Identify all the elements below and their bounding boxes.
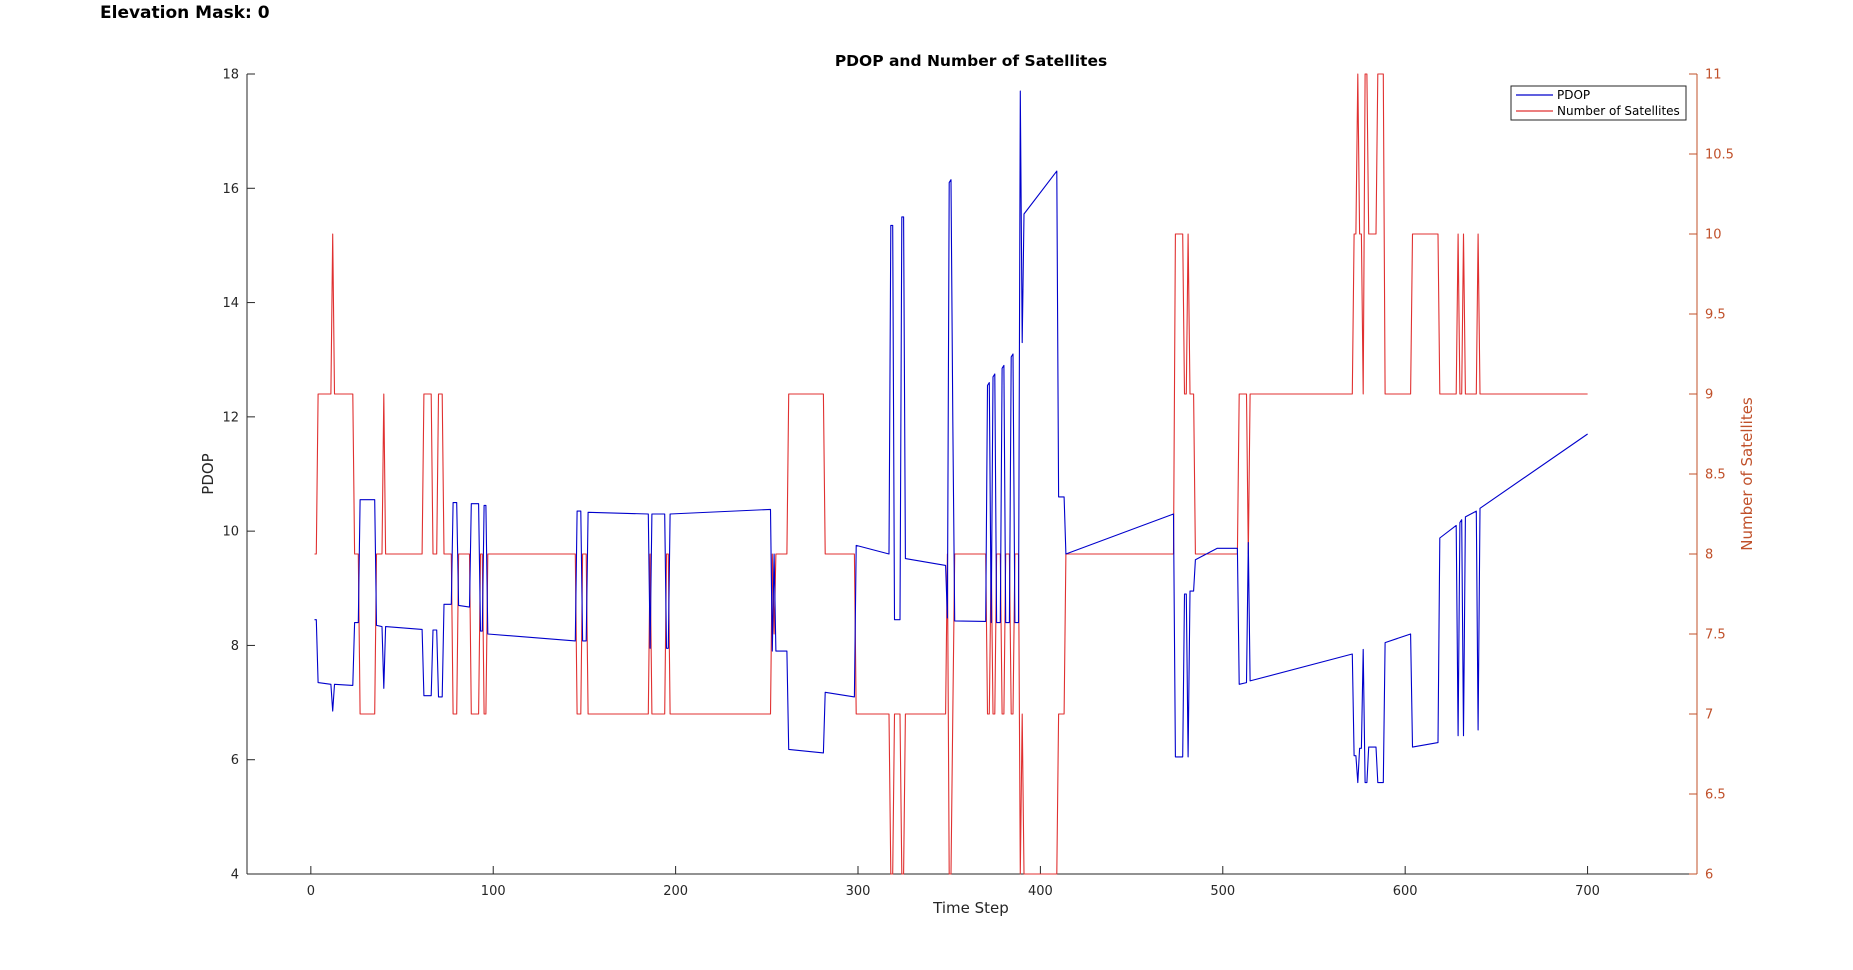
x-tick-label: 500 <box>1210 884 1235 899</box>
y-axis-left: 4 6 8 10 12 14 16 18 <box>222 68 255 883</box>
y-axis-right: 6 6.5 7 7.5 8 8.5 9 9.5 10 10.5 11 <box>1689 68 1734 883</box>
chart-title: PDOP and Number of Satellites <box>835 52 1107 70</box>
x-tick-label: 200 <box>663 884 688 899</box>
right-tick-label: 10.5 <box>1705 148 1734 163</box>
x-axis: 0 100 200 300 400 500 600 700 <box>307 866 1600 899</box>
y-tick-label: 10 <box>222 525 239 540</box>
series-layer <box>314 73 1588 875</box>
y-tick-label: 16 <box>222 182 239 197</box>
y-tick-label: 18 <box>222 68 239 83</box>
x-tick-label: 600 <box>1393 884 1418 899</box>
x-tick-label: 0 <box>307 884 315 899</box>
right-tick-label: 10 <box>1705 228 1722 243</box>
y-tick-label: 4 <box>231 868 239 883</box>
right-tick-label: 6 <box>1705 868 1713 883</box>
x-tick-label: 100 <box>481 884 506 899</box>
right-tick-label: 7.5 <box>1705 628 1726 643</box>
right-tick-label: 9.5 <box>1705 308 1726 323</box>
plot-area <box>246 74 1698 875</box>
y-tick-label: 6 <box>231 753 239 768</box>
right-tick-label: 8 <box>1705 548 1713 563</box>
x-axis-label: Time Step <box>932 899 1009 917</box>
right-tick-label: 11 <box>1705 68 1722 83</box>
right-tick-label: 7 <box>1705 708 1713 723</box>
figure-header: Elevation Mask: 0 <box>100 3 270 23</box>
legend-label-satellites: Number of Satellites <box>1557 104 1680 118</box>
right-tick-label: 9 <box>1705 388 1713 403</box>
y-axis-label: PDOP <box>199 453 217 494</box>
x-tick-label: 300 <box>846 884 871 899</box>
y-tick-label: 8 <box>231 639 239 654</box>
legend: PDOP Number of Satellites <box>1510 85 1687 121</box>
x-tick-label: 700 <box>1575 884 1600 899</box>
legend-box <box>1510 85 1687 121</box>
right-axis-label: Number of Satellites <box>1738 397 1756 551</box>
legend-label-pdop: PDOP <box>1557 88 1590 102</box>
satellites-line <box>314 73 1588 875</box>
y-tick-label: 12 <box>222 410 239 425</box>
right-tick-label: 8.5 <box>1705 468 1726 483</box>
x-tick-label: 400 <box>1028 884 1053 899</box>
right-tick-label: 6.5 <box>1705 788 1726 803</box>
pdop-line <box>314 90 1588 784</box>
y-tick-label: 14 <box>222 296 239 311</box>
